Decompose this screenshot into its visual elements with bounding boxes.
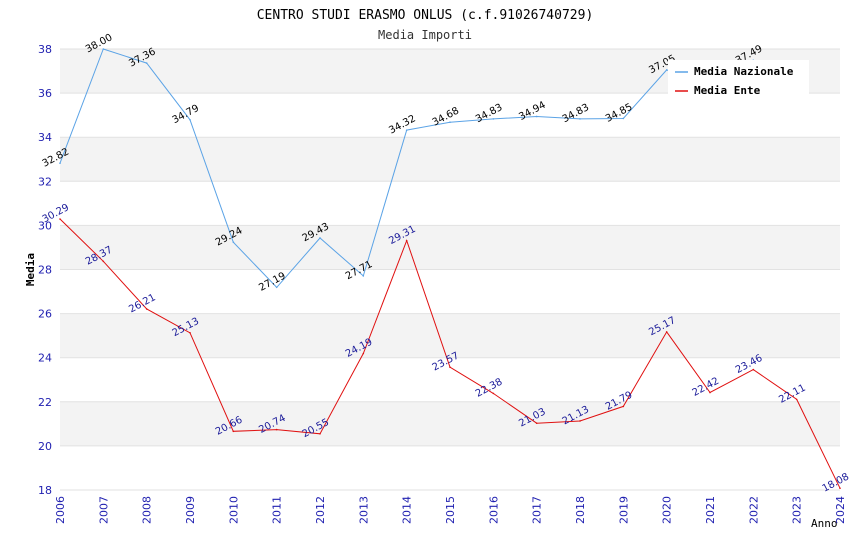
chart-title: CENTRO STUDI ERASMO ONLUS (c.f.910267407…	[257, 8, 594, 23]
y-tick-label: 36	[38, 87, 52, 100]
x-tick-label: 2012	[314, 496, 327, 524]
data-point	[102, 48, 105, 50]
x-tick-label: 2010	[227, 496, 240, 524]
gridlines	[60, 48, 840, 491]
data-point	[145, 62, 148, 64]
band	[60, 401, 840, 446]
data-point	[405, 239, 408, 242]
x-tick-label: 2016	[487, 496, 500, 524]
data-point	[622, 117, 625, 120]
x-tick-label: 2023	[791, 496, 804, 524]
band	[60, 137, 840, 182]
y-tick-label: 22	[38, 396, 52, 409]
x-tick-label: 2007	[97, 496, 110, 524]
y-tick-label: 24	[38, 352, 52, 365]
data-point	[449, 366, 451, 368]
data-point	[492, 392, 495, 395]
y-tick-label: 18	[38, 484, 52, 497]
background-bands	[60, 49, 840, 490]
chart-subtitle: Media Importi	[378, 28, 472, 42]
x-tick-label: 2006	[54, 496, 67, 524]
x-tick-label: 2015	[444, 496, 457, 524]
y-tick-label: 34	[38, 131, 52, 144]
data-point	[189, 331, 191, 334]
data-point	[535, 115, 538, 118]
data-point	[579, 420, 581, 422]
data-point	[405, 129, 408, 131]
band	[60, 445, 840, 490]
x-tick-label: 2024	[834, 496, 847, 524]
data-point	[709, 391, 711, 394]
x-tick-label: 2020	[661, 496, 674, 524]
data-point	[535, 422, 538, 424]
x-tick-label: 2018	[574, 496, 587, 524]
legend: Media Nazionale Media Ente	[668, 60, 809, 98]
data-point	[492, 118, 495, 120]
band	[60, 269, 840, 314]
data-point	[449, 121, 451, 124]
y-axis-ticks: 18 20 22 24 26 28 30 32 34 36 38	[38, 43, 52, 497]
x-axis-ticks: 2006 2007 2008 2009 2010 2011 2012 2013 2014 2015…	[54, 496, 847, 524]
band	[60, 181, 840, 226]
data-point	[275, 428, 278, 431]
series-lines	[59, 48, 841, 490]
x-axis-title: Anno	[811, 517, 838, 530]
legend-entry-media-nazionale: Media Nazionale	[694, 65, 794, 78]
data-point	[319, 432, 321, 435]
x-tick-label: 2013	[357, 496, 370, 524]
x-tick-label: 2014	[401, 496, 414, 524]
data-point	[145, 308, 148, 310]
legend-box	[668, 60, 809, 98]
data-point	[362, 275, 365, 277]
data-point	[752, 368, 755, 371]
x-tick-label: 2021	[704, 496, 717, 524]
x-tick-label: 2022	[747, 496, 760, 524]
y-tick-label: 32	[38, 175, 52, 188]
y-tick-label: 38	[38, 43, 52, 56]
data-point	[665, 69, 668, 71]
data-point	[59, 218, 61, 220]
y-tick-label: 20	[38, 440, 52, 453]
data-point	[319, 237, 321, 239]
x-tick-label: 2011	[271, 496, 284, 524]
band	[60, 357, 840, 402]
data-point	[622, 405, 625, 408]
data-point	[232, 430, 235, 433]
legend-entry-media-ente: Media Ente	[694, 84, 761, 97]
data-point	[665, 331, 668, 333]
data-point	[102, 260, 105, 263]
data-point	[839, 487, 841, 490]
y-tick-label: 30	[38, 219, 52, 232]
x-tick-label: 2017	[531, 496, 544, 524]
y-tick-label: 28	[38, 264, 52, 277]
data-point	[59, 162, 61, 165]
data-point	[795, 398, 798, 401]
x-tick-label: 2019	[617, 496, 630, 524]
y-axis-title: Media	[24, 253, 37, 286]
data-point	[275, 286, 278, 289]
data-point	[362, 352, 365, 355]
x-tick-label: 2009	[184, 496, 197, 524]
y-tick-label: 26	[38, 308, 52, 321]
band	[60, 93, 840, 138]
data-point	[579, 118, 581, 120]
x-tick-label: 2008	[141, 496, 154, 524]
band	[60, 225, 840, 270]
data-point	[189, 118, 191, 121]
data-point	[232, 241, 235, 243]
band	[60, 313, 840, 358]
